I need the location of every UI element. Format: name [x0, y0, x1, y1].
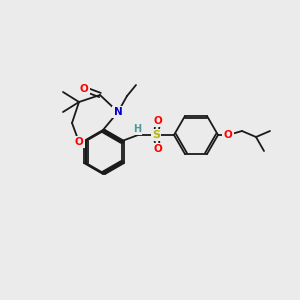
Text: O: O — [154, 116, 162, 126]
Text: O: O — [75, 137, 83, 147]
Text: O: O — [154, 144, 162, 154]
Text: N: N — [114, 107, 122, 117]
Text: S: S — [152, 130, 160, 140]
Text: H: H — [133, 124, 141, 134]
Text: O: O — [80, 84, 88, 94]
Text: O: O — [224, 130, 232, 140]
